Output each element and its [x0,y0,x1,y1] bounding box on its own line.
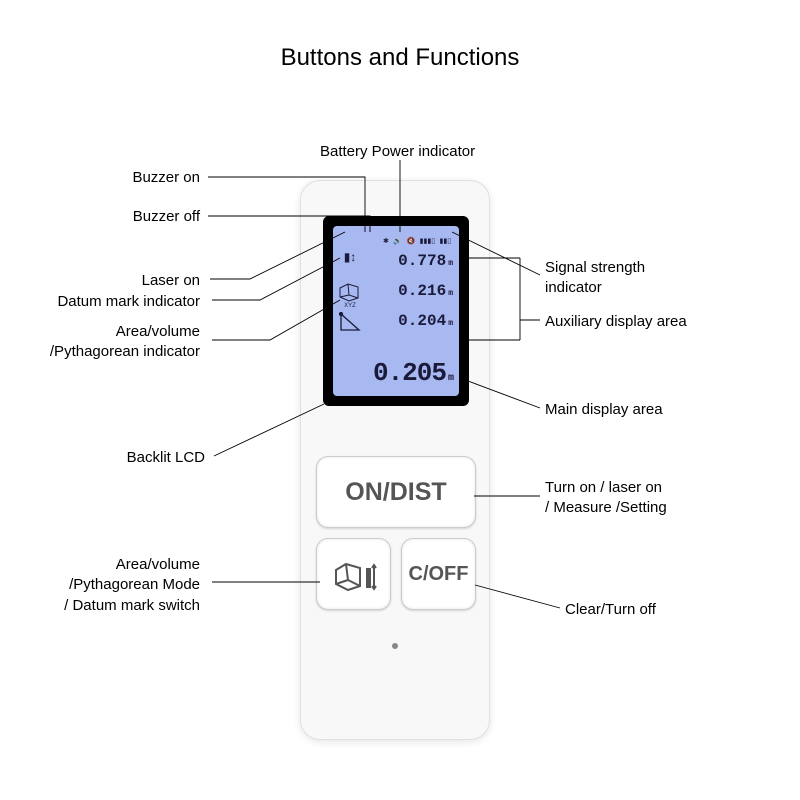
label-laser-on: Laser on [142,271,200,291]
label-main-area: Main display area [545,400,663,420]
battery-icon: ▮▮▮▯ [420,237,435,245]
button-panel: ON/DIST C/OFF [316,456,476,610]
label-area-vol-ind: Area/volume /Pythagorean indicator [50,322,200,363]
device-body: ✱ 🔊 🔇 ▮▮▮▯ ▮▮▯ ▮↕ XYZ 0.778m [300,180,490,740]
lcd-frame: ✱ 🔊 🔇 ▮▮▮▯ ▮▮▯ ▮↕ XYZ 0.778m [323,216,469,406]
label-buzzer-on: Buzzer on [132,168,200,188]
label-buzzer-off: Buzzer off [133,207,200,227]
label-aux-area: Auxiliary display area [545,312,687,332]
aux-value-0: 0.778m [398,252,453,270]
pythag-triangle-icon [337,310,363,336]
label-mode-switch: Area/volume /Pythagorean Mode / Datum ma… [64,555,200,616]
cube-datum-icon [330,556,378,592]
backlit-lcd: ✱ 🔊 🔇 ▮▮▮▯ ▮▮▯ ▮↕ XYZ 0.778m [333,226,459,396]
on-dist-button[interactable]: ON/DIST [316,456,476,528]
datum-mark-icon: ▮↕ [337,250,363,276]
buzzer-off-icon: 🔇 [407,237,416,245]
mode-button[interactable] [316,538,391,610]
label-battery: Battery Power indicator [320,142,475,162]
clear-off-button[interactable]: C/OFF [401,538,476,610]
pinhole [392,643,398,649]
page-title: Buttons and Functions [0,44,800,72]
label-c-off-fn: Clear/Turn off [565,600,656,620]
label-backlit-lcd: Backlit LCD [127,448,205,468]
lcd-mode-icons: ▮↕ XYZ [337,232,367,390]
status-row: ✱ 🔊 🔇 ▮▮▮▯ ▮▮▯ [383,230,453,240]
signal-icon: ▮▮▯ [440,237,452,245]
label-on-dist-fn: Turn on / laser on / Measure /Setting [545,478,667,519]
label-datum-mark: Datum mark indicator [57,292,200,312]
label-signal: Signal strength indicator [545,258,645,299]
laser-icon: ✱ [383,237,389,245]
main-value: 0.205m [373,358,453,388]
aux-value-2: 0.204m [398,312,453,330]
aux-value-1: 0.216m [398,282,453,300]
xyz-cube-icon: XYZ [337,280,363,306]
buzzer-on-icon: 🔊 [393,237,402,245]
